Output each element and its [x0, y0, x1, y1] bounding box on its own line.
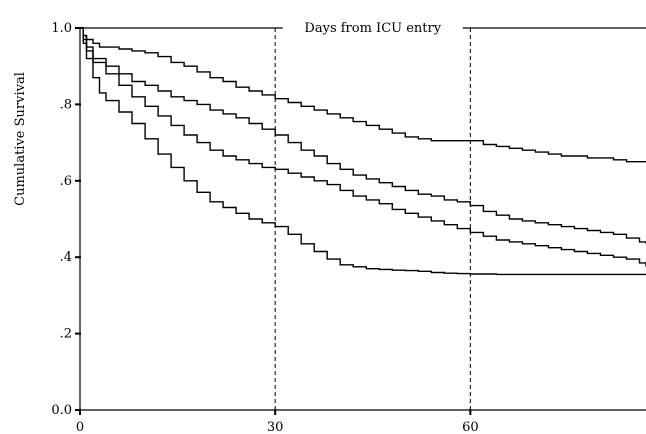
y-tick-label: .6	[60, 174, 72, 189]
chart-title-background	[282, 16, 463, 36]
survival-curve-3	[80, 27, 646, 267]
y-axis-label: Cumulative Survival	[13, 72, 28, 206]
survival-curve-1	[80, 27, 646, 163]
reference-lines-layer	[274, 28, 471, 410]
y-tick-label: .2	[60, 327, 72, 342]
y-tick-label: .4	[60, 250, 72, 265]
chart-title: Days from ICU entry	[304, 21, 441, 36]
x-tick-label: 60	[462, 420, 479, 434]
survival-curve-2	[80, 27, 646, 244]
x-tick-label: 30	[267, 420, 284, 434]
x-tick-label: 0	[76, 420, 84, 434]
ticks-layer: 0.0 .2 .4 .6 .8 1.0 0 30 60	[51, 21, 478, 434]
y-tick-label: 1.0	[51, 21, 72, 36]
y-tick-label: 0.0	[51, 403, 72, 418]
curves-layer	[80, 27, 646, 276]
frame-layer	[79, 27, 646, 411]
y-tick-label: .8	[60, 97, 72, 112]
survival-curve-4	[80, 27, 646, 276]
